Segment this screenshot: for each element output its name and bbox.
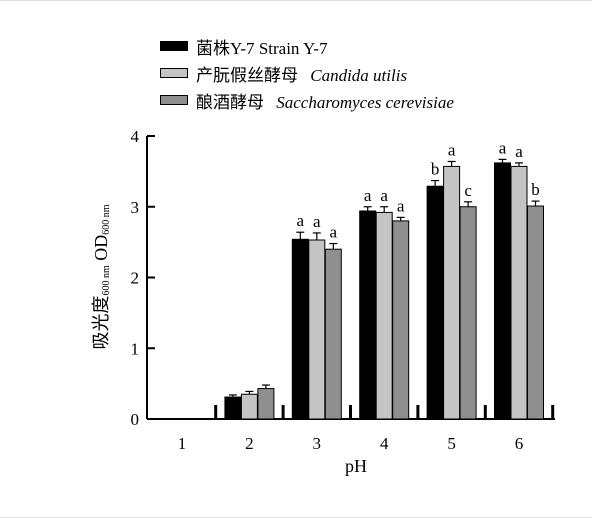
x-tick-label: 5 bbox=[447, 434, 456, 453]
bar-3 bbox=[459, 206, 477, 420]
legend-swatch-candida-utilis bbox=[160, 68, 188, 78]
legend-label-en: Saccharomyces cerevisiae bbox=[276, 92, 454, 112]
y-tick-label: 4 bbox=[131, 127, 140, 146]
significance-label: c bbox=[464, 181, 472, 200]
significance-label: b bbox=[431, 160, 440, 179]
legend-item-saccharomyces: 酿酒酵母 Saccharomyces cerevisiae bbox=[160, 89, 454, 112]
legend-label-cn: 酿酒酵母 bbox=[196, 92, 264, 112]
significance-label: a bbox=[313, 212, 321, 231]
significance-label: a bbox=[330, 223, 338, 242]
y-tick-label: 2 bbox=[131, 269, 140, 288]
x-tick-label: 1 bbox=[178, 434, 187, 453]
legend-swatch-saccharomyces bbox=[160, 95, 188, 105]
significance-label: a bbox=[297, 211, 305, 230]
y-tick-label: 3 bbox=[131, 198, 140, 217]
bar-1 bbox=[426, 185, 444, 420]
x-axis-label: pH bbox=[345, 456, 367, 476]
bar-3 bbox=[257, 388, 275, 420]
bar-3 bbox=[392, 220, 410, 420]
legend-item-strain-y7: 菌株Y-7 Strain Y-7 bbox=[160, 35, 328, 58]
top-frame-line bbox=[0, 0, 592, 1]
significance-label: a bbox=[397, 196, 405, 215]
legend-swatch-strain-y7 bbox=[160, 41, 188, 51]
bar-1 bbox=[224, 396, 242, 420]
y-tick-label: 0 bbox=[131, 410, 140, 429]
significance-label: b bbox=[531, 180, 540, 199]
significance-label: a bbox=[515, 142, 523, 161]
x-tick-label: 2 bbox=[245, 434, 254, 453]
significance-label: a bbox=[448, 140, 456, 159]
x-tick-label: 6 bbox=[515, 434, 524, 453]
bar-3 bbox=[324, 248, 342, 420]
bar-2 bbox=[240, 393, 258, 420]
legend-label-en: Candida utilis bbox=[310, 65, 408, 85]
legend-label-en: Strain Y-7 bbox=[258, 38, 328, 58]
bar-2 bbox=[443, 165, 461, 420]
bar-1 bbox=[359, 210, 377, 420]
bar-2 bbox=[308, 239, 326, 420]
legend-label-cn: 产朊假丝酵母 bbox=[196, 65, 298, 85]
significance-label: a bbox=[499, 138, 507, 157]
significance-label: a bbox=[364, 186, 372, 205]
bar-1 bbox=[494, 162, 511, 420]
bar-1 bbox=[291, 238, 309, 420]
legend-label-cn: 菌株Y-7 bbox=[196, 38, 255, 58]
x-tick-label: 3 bbox=[313, 434, 322, 453]
significance-label: a bbox=[380, 186, 388, 205]
x-tick-label: 4 bbox=[380, 434, 389, 453]
y-tick-label: 1 bbox=[131, 339, 140, 358]
legend-item-candida-utilis: 产朊假丝酵母 Candida utilis bbox=[160, 62, 408, 85]
bar-2 bbox=[375, 211, 393, 420]
bar-2 bbox=[510, 165, 528, 420]
bar-3 bbox=[527, 205, 544, 420]
